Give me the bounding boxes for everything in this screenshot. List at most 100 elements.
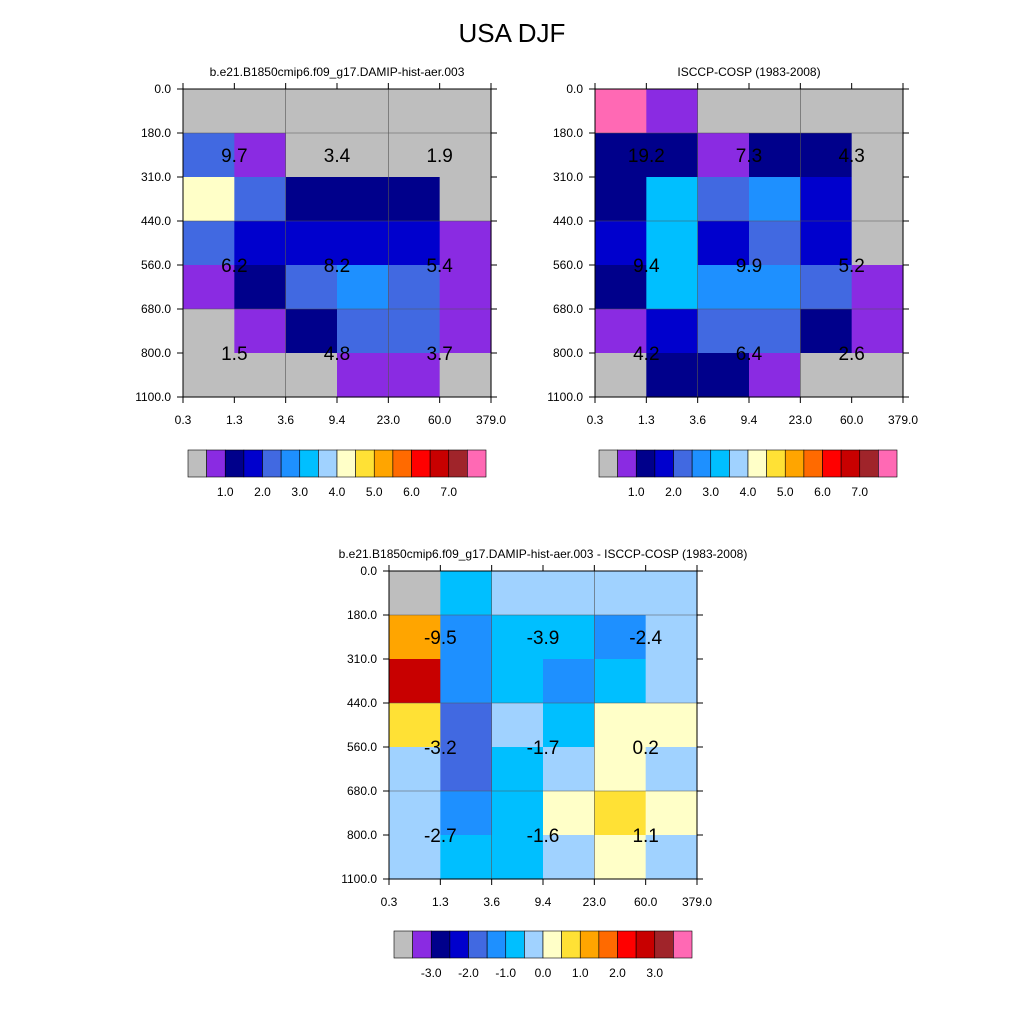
heatmap-cell (183, 89, 235, 134)
y-tick-label: 560.0 (141, 258, 171, 272)
colorbar: 1.0 2.0 3.0 4.0 5.0 6.0 7.0 (598, 449, 898, 499)
x-tick-label: 3.6 (277, 413, 294, 427)
heatmap-cell (851, 221, 904, 266)
x-tick-label: 60.0 (840, 413, 864, 427)
heatmap-cell (491, 659, 544, 704)
heatmap-cell (337, 265, 389, 310)
heatmap-cell (285, 89, 338, 134)
heatmap-cell (440, 835, 493, 880)
heatmap-cell (594, 747, 647, 792)
heatmap-cell (749, 309, 801, 354)
heatmap-cell (595, 353, 647, 398)
colorbar: 1.0 2.0 3.0 4.0 5.0 6.0 7.0 (187, 449, 487, 499)
heatmap-cell (800, 133, 853, 178)
heatmap-cell (183, 133, 235, 178)
heatmap-cell (646, 309, 699, 354)
colorbar-swatch (542, 930, 562, 959)
colorbar-swatch (206, 449, 226, 478)
panel-title: b.e21.B1850cmip6.f09_g17.DAMIP-hist-aer.… (210, 65, 465, 79)
x-tick-label: 0.3 (175, 413, 192, 427)
x-tick-label: 379.0 (476, 413, 506, 427)
heatmap-cell (543, 571, 595, 616)
heatmap-cell (234, 221, 287, 266)
heatmap-cell (543, 659, 595, 704)
cell-value-label: 6.4 (736, 344, 763, 365)
cell-value-label: 4.3 (838, 146, 864, 167)
heatmap-cell (285, 177, 338, 222)
y-tick-label: 0.0 (154, 82, 171, 96)
colorbar-label: -1.0 (495, 966, 516, 980)
cell-value-label: 6.2 (221, 256, 247, 277)
colorbar-swatch (449, 930, 469, 959)
cell-value-label: 5.2 (838, 256, 864, 277)
heatmap-cell (595, 89, 647, 134)
heatmap-cell (337, 353, 389, 398)
colorbar-label: -2.0 (458, 966, 479, 980)
colorbar-swatch (617, 930, 637, 959)
colorbar-swatch (187, 449, 207, 478)
heatmap-cell (697, 309, 750, 354)
x-tick-label: 23.0 (583, 895, 607, 909)
heatmap-cell (234, 265, 287, 310)
colorbar-swatch (224, 449, 245, 478)
cell-value-label: 3.7 (426, 344, 452, 365)
colorbar-swatch (598, 930, 618, 959)
heatmap-cell (285, 309, 338, 354)
cell-value-label: 1.9 (426, 146, 452, 167)
heatmap-cell (543, 835, 595, 880)
x-tick-label: 1.3 (638, 413, 655, 427)
colorbar-label: 4.0 (329, 485, 346, 499)
colorbar-label: 2.0 (254, 485, 271, 499)
x-tick-label: 9.4 (741, 413, 758, 427)
colorbar-label: 6.0 (814, 485, 831, 499)
y-tick-label: 180.0 (141, 126, 171, 140)
colorbar-label: 1.0 (572, 966, 589, 980)
heatmap-cell (645, 835, 698, 880)
heatmap-cell (440, 791, 493, 836)
colorbar-swatch (635, 930, 656, 959)
heatmap-cell (543, 747, 595, 792)
y-tick-label: 1100.0 (135, 390, 171, 404)
cell-value-label: 5.4 (426, 256, 453, 277)
heatmap-cell (388, 353, 441, 398)
heatmap-cell (234, 133, 287, 178)
heatmap-cell (749, 265, 801, 310)
heatmap-cell (285, 221, 338, 266)
cell-value-label: 1.5 (221, 344, 247, 365)
heatmap-cell (440, 659, 493, 704)
heatmap-cell (697, 265, 750, 310)
cell-value-label: 9.7 (221, 146, 247, 167)
colorbar-label: 2.0 (665, 485, 682, 499)
panel-3: b.e21.B1850cmip6.f09_g17.DAMIP-hist-aer.… (339, 547, 748, 980)
cell-value-label: -1.7 (527, 738, 560, 759)
heatmap-cell (800, 353, 853, 398)
colorbar-label: 6.0 (403, 485, 420, 499)
heatmap-cell (851, 353, 904, 398)
heatmap-cell (389, 835, 441, 880)
colorbar-label: 5.0 (366, 485, 383, 499)
colorbar-label: 7.0 (440, 485, 457, 499)
colorbar-swatch (505, 930, 525, 959)
colorbar-swatch (429, 449, 450, 478)
x-tick-label: 9.4 (535, 895, 552, 909)
y-tick-label: 560.0 (347, 740, 377, 754)
cell-value-label: 1.1 (632, 826, 658, 847)
heatmap-cell (234, 177, 287, 222)
y-tick-label: 1100.0 (341, 872, 377, 886)
colorbar-swatch (412, 930, 432, 959)
heatmap-cell (800, 221, 853, 266)
heatmap-cell (645, 791, 698, 836)
colorbar-swatch (654, 930, 674, 959)
colorbar-swatch (673, 930, 693, 959)
heatmap-cell (646, 177, 699, 222)
x-tick-label: 9.4 (329, 413, 346, 427)
heatmap-cell (595, 177, 647, 222)
heatmap-cell (645, 703, 698, 748)
cell-value-label: -9.5 (424, 628, 457, 649)
colorbar-label: 1.0 (628, 485, 645, 499)
colorbar-swatch (673, 449, 693, 478)
heatmap-cell (439, 309, 492, 354)
colorbar-swatch (468, 930, 488, 959)
heatmap-cell (646, 133, 699, 178)
